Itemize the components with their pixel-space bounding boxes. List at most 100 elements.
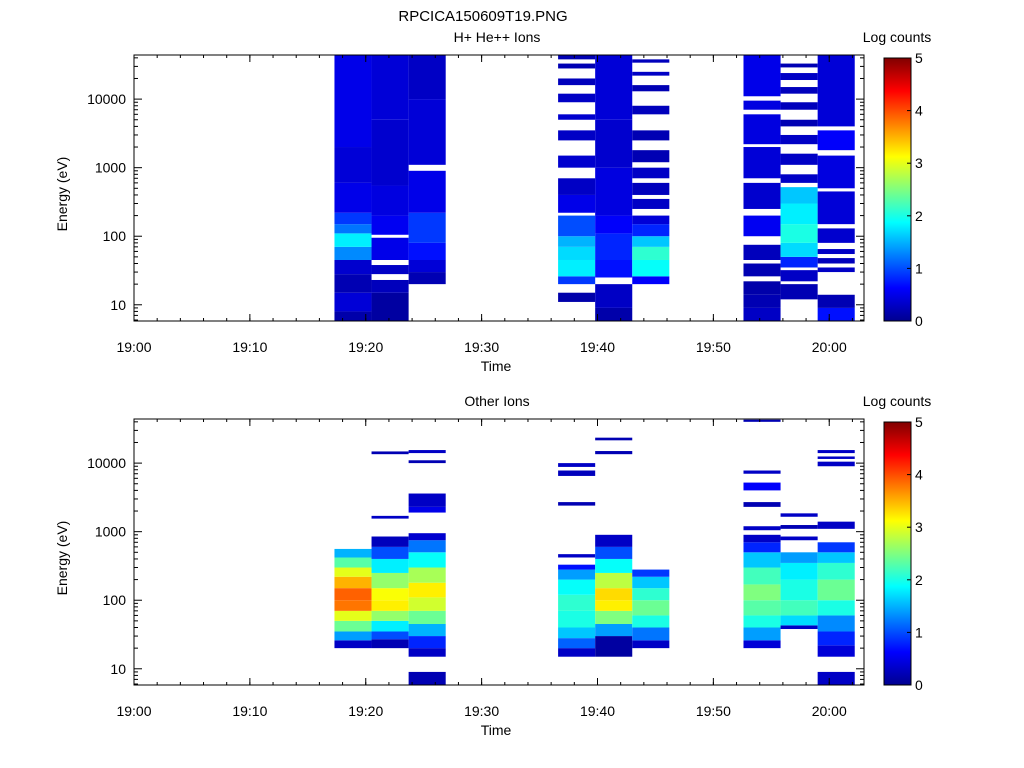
heatmap-cell <box>743 215 781 237</box>
colorbar-tick-label: 1 <box>915 624 923 640</box>
heatmap-cell <box>743 419 781 422</box>
heatmap-cell <box>595 284 633 308</box>
heatmap-cell <box>780 242 818 257</box>
heatmap-cell <box>408 260 446 273</box>
heatmap-cell <box>371 237 409 260</box>
heatmap-cell <box>371 631 409 640</box>
heatmap-cell <box>780 174 818 183</box>
heatmap-cell <box>371 600 409 611</box>
y-tick-label: 10 <box>110 661 126 677</box>
heatmap-cell <box>558 627 596 639</box>
heatmap-cell <box>632 215 670 225</box>
heatmap-cell <box>632 276 670 285</box>
x-tick-label: 19:50 <box>696 703 731 719</box>
heatmap-cell <box>595 215 633 234</box>
heatmap-cell <box>632 236 670 247</box>
heatmap-cell <box>780 87 818 94</box>
heatmap-cell <box>817 55 855 127</box>
heatmap-cell <box>334 548 372 558</box>
heatmap-cell <box>632 246 670 260</box>
heatmap-cell <box>743 584 781 601</box>
heatmap-cell <box>558 236 596 247</box>
heatmap-cell <box>371 55 409 120</box>
heatmap-cell <box>334 292 372 312</box>
heatmap-cell <box>595 624 633 637</box>
heatmap-cell <box>595 558 633 573</box>
heatmap-cell <box>334 610 372 621</box>
y-axis-label: Energy (eV) <box>54 521 70 596</box>
heatmap-cell <box>780 270 818 282</box>
heatmap-cell <box>632 576 670 589</box>
heatmap-cell <box>780 284 818 300</box>
x-tick-label: 19:40 <box>580 339 615 355</box>
panel-title: H+ He++ Ions <box>454 29 541 45</box>
heatmap-cell <box>780 187 818 204</box>
heatmap-cell <box>780 562 818 580</box>
x-axis-label: Time <box>481 358 512 374</box>
x-axis: 19:00 19:10 19:20 19:30 19:40 19:50 20:00 <box>116 55 853 355</box>
heatmap-cell <box>334 260 372 275</box>
heatmap-cell <box>632 260 670 277</box>
heatmap-cell <box>632 640 670 649</box>
y-tick-label: 100 <box>103 228 127 244</box>
heatmap-cell <box>334 620 372 632</box>
heatmap-cell <box>408 597 446 611</box>
heatmap-cell <box>334 224 372 234</box>
heatmap-cell <box>558 215 596 237</box>
heatmap-cell <box>632 150 670 163</box>
heatmap-cell <box>334 147 372 183</box>
heatmap-cell <box>371 572 409 589</box>
heatmap-cell <box>595 534 633 547</box>
colorbar-tick-label: 0 <box>915 677 923 693</box>
y-tick-label: 10000 <box>87 455 126 471</box>
heatmap-cell <box>780 102 818 110</box>
y-tick-label: 1000 <box>95 524 126 540</box>
heatmap-cell <box>334 246 372 260</box>
heatmap-cell <box>780 119 818 127</box>
heatmap-cell <box>334 311 372 321</box>
x-tick-label: 20:00 <box>812 703 847 719</box>
heatmap-cell <box>595 167 633 216</box>
heatmap-cell <box>743 640 781 649</box>
heatmap-cell <box>558 564 596 570</box>
heatmap-cell <box>408 636 446 649</box>
heatmap-cell <box>595 307 633 321</box>
heatmap-cell <box>817 191 855 225</box>
colorbar-tick-label: 4 <box>915 467 923 483</box>
colorbar <box>883 57 912 322</box>
heatmap-cell <box>334 233 372 247</box>
heatmap-cell <box>595 572 633 589</box>
heatmap-cell <box>743 470 781 474</box>
heatmap-cell <box>780 63 818 68</box>
heatmap-cell <box>817 456 855 459</box>
x-tick-label: 19:10 <box>232 703 267 719</box>
colorbar-tick-label: 0 <box>915 313 923 329</box>
heatmap-cell <box>780 153 818 165</box>
heatmap-cell <box>743 627 781 641</box>
heatmap-cell <box>817 228 855 243</box>
heatmap-cell <box>743 502 781 507</box>
heatmap-cell <box>595 119 633 168</box>
heatmap-cell <box>558 648 596 657</box>
heatmap-cell <box>371 620 409 632</box>
x-tick-label: 19:40 <box>580 703 615 719</box>
heatmap-cell <box>817 249 855 255</box>
heatmap-cell <box>408 648 446 657</box>
heatmap-cell <box>371 546 409 559</box>
heatmap-cell <box>817 600 855 616</box>
colorbar-label: Log counts <box>863 393 932 409</box>
heatmap-cell <box>780 536 818 541</box>
x-tick-label: 19:10 <box>232 339 267 355</box>
heatmap-cell <box>817 155 855 189</box>
heatmap-cell <box>334 182 372 213</box>
heatmap-cell <box>408 582 446 598</box>
heatmap-cell <box>817 267 855 273</box>
heatmap-cell <box>408 624 446 637</box>
heatmap-cells <box>334 55 855 321</box>
heatmap-cell <box>817 562 855 580</box>
colorbar-tick-label: 3 <box>915 155 923 171</box>
heatmap-cell <box>632 615 670 628</box>
heatmap-cell <box>558 63 596 69</box>
y-tick-label: 100 <box>103 592 127 608</box>
heatmap-cell <box>558 470 596 476</box>
